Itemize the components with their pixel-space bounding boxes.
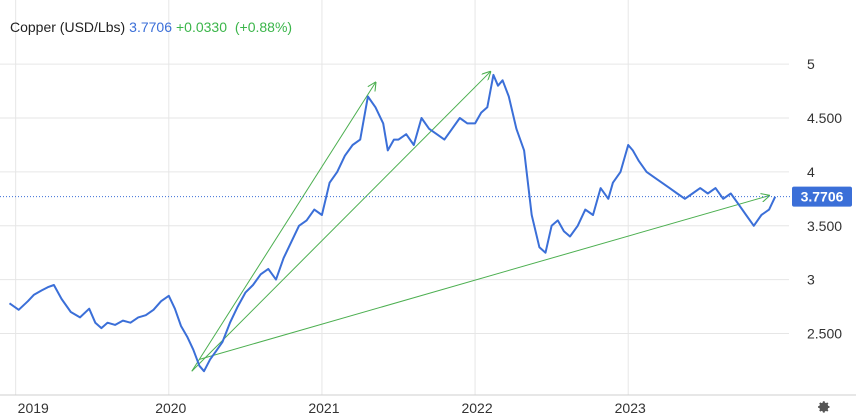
y-tick-label: 3.500 (807, 218, 842, 234)
legend-change: +0.0330 (175, 19, 227, 35)
legend-last-price: 3.7706 (129, 19, 172, 35)
legend-change-percent: (+0.88%) (234, 19, 293, 35)
chart-legend: Copper (USD/Lbs) 3.7706 +0.0330 (+0.88%) (10, 19, 292, 35)
legend-symbol: Copper (USD/Lbs) (10, 19, 126, 35)
trendlines (191, 72, 769, 372)
y-tick-label: 3 (807, 272, 815, 288)
last-price-label: 3.7706 (792, 186, 852, 207)
x-tick-label: 2019 (18, 400, 49, 416)
x-axis: 2019 2020 2021 2022 2023 (0, 394, 856, 416)
price-line[interactable] (8, 73, 777, 373)
x-tick-label: 2021 (308, 400, 339, 416)
y-tick-label: 5 (807, 56, 815, 72)
trendline-arrow (191, 72, 491, 372)
trendline-arrow (191, 82, 376, 372)
y-tick-label: 4 (807, 164, 815, 180)
trendline-arrow (199, 196, 769, 360)
gear-icon[interactable] (814, 398, 832, 416)
last-price-label-text: 3.7706 (801, 189, 844, 205)
x-tick-label: 2022 (461, 400, 492, 416)
y-axis: 2.500 3 3.500 4 4.500 5 (807, 56, 842, 341)
grid-lines (0, 0, 789, 395)
y-tick-label: 4.500 (807, 110, 842, 126)
y-tick-label: 2.500 (807, 326, 842, 342)
x-tick-label: 2023 (615, 400, 646, 416)
x-tick-label: 2020 (155, 400, 186, 416)
